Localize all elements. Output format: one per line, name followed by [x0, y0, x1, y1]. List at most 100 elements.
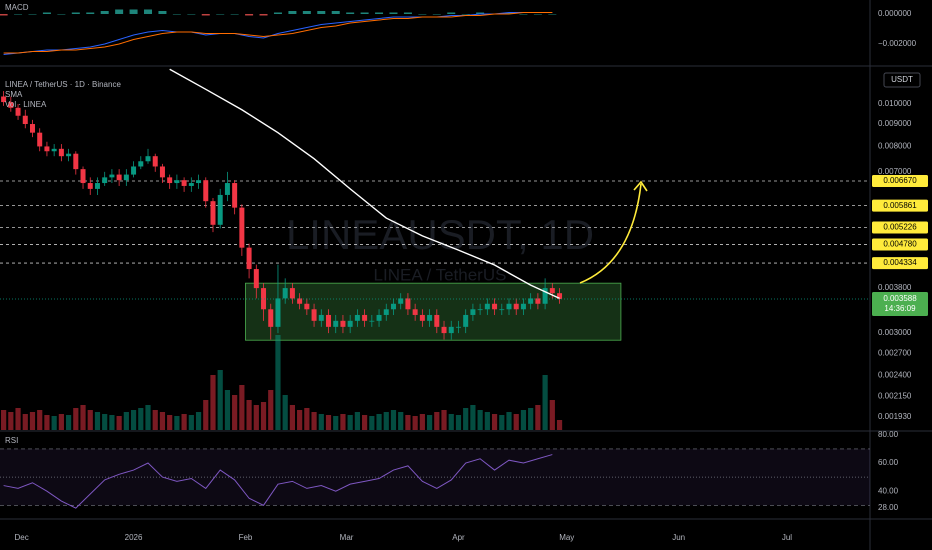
macd-histogram-bar — [28, 13, 37, 15]
volume-bar — [556, 420, 563, 430]
candle-body — [51, 148, 57, 152]
macd-histogram-bar — [375, 12, 384, 14]
macd-histogram-bar — [259, 13, 268, 16]
volume-bar — [398, 412, 404, 430]
volume-bar — [333, 416, 339, 430]
volume-bar — [268, 390, 274, 430]
candle-body — [557, 293, 563, 300]
sma-line — [169, 68, 560, 300]
macd-histogram-bar — [360, 12, 369, 14]
volume-bar — [311, 412, 317, 430]
macd-histogram-bar — [100, 10, 109, 14]
volume-bar — [282, 395, 288, 430]
macd-histogram-bar — [432, 13, 441, 15]
volume-bar — [130, 410, 137, 430]
candle-body — [29, 124, 35, 133]
volume-bar — [275, 335, 281, 430]
candle-body — [441, 326, 447, 334]
y-tick-label: 0.002150 — [878, 392, 912, 401]
volume-bar — [347, 415, 353, 430]
volume-bar — [499, 415, 505, 430]
y-tick-label: 0.000000 — [878, 9, 912, 18]
level-label: 0.004334 — [883, 258, 917, 267]
volume-bar — [434, 412, 440, 430]
volume-bar — [123, 412, 129, 430]
candle-body — [275, 298, 281, 327]
candle-body — [549, 288, 555, 294]
legend-sma: SMA — [5, 90, 23, 99]
macd-histogram-bar — [172, 13, 181, 15]
x-tick-label: Mar — [340, 533, 354, 542]
volume-bar — [463, 408, 469, 430]
candle-body — [477, 309, 483, 311]
candle-body — [448, 326, 454, 334]
macd-histogram-bar — [201, 13, 210, 16]
level-tag — [872, 199, 928, 212]
volume-bar — [174, 416, 180, 430]
candle-body — [1, 96, 7, 103]
candle-body — [232, 183, 238, 208]
volume-bar — [203, 400, 209, 430]
x-tick-label: Apr — [452, 533, 465, 542]
volume-bar — [217, 370, 223, 430]
volume-bar — [448, 414, 454, 430]
volume-bar — [167, 415, 173, 430]
legend-rsi: RSI — [5, 436, 18, 445]
candle-body — [412, 309, 418, 315]
candle-body — [289, 288, 295, 299]
candle-body — [434, 314, 440, 327]
volume-bar — [419, 414, 425, 430]
candle-body — [123, 174, 129, 181]
candle-body — [470, 309, 476, 315]
volume-bar — [210, 375, 216, 430]
macd-histogram-bar — [0, 13, 8, 16]
volume-bar — [22, 414, 28, 430]
volume-bar — [188, 415, 194, 430]
x-tick-label: May — [559, 533, 574, 542]
candle-body — [383, 309, 389, 315]
volume-bar — [15, 408, 21, 430]
macd-histogram-bar — [288, 10, 297, 14]
macd-histogram-bar — [42, 12, 51, 14]
volume-bar — [195, 412, 202, 430]
volume-bar — [477, 410, 483, 430]
candle-body — [484, 303, 490, 310]
macd-histogram-bar — [187, 13, 196, 15]
macd-line — [3, 12, 553, 54]
volume-bar — [8, 412, 14, 430]
volume-bar — [354, 412, 360, 430]
candle-body — [217, 194, 223, 225]
x-tick-label: Feb — [239, 533, 253, 542]
volume-bar — [51, 416, 57, 430]
candle-body — [181, 180, 187, 186]
candle-body — [347, 320, 353, 327]
candle-body — [268, 309, 274, 327]
candle-body — [499, 309, 505, 311]
unit-label[interactable]: USDT — [891, 75, 913, 84]
volume-bar — [390, 410, 397, 430]
candle-body — [203, 180, 209, 202]
volume-bar — [528, 408, 534, 430]
candle-body — [463, 314, 469, 327]
macd-histogram-bar — [418, 13, 427, 15]
y-tick-label: 0.002400 — [878, 371, 912, 380]
candle-body — [304, 303, 310, 310]
y-tick-label: 0.009000 — [878, 119, 912, 128]
y-tick-label: 0.003800 — [878, 283, 912, 292]
level-label: 0.005226 — [883, 223, 917, 232]
macd-histogram-bar — [86, 12, 95, 14]
candle-body — [506, 303, 512, 310]
macd-histogram-bar — [519, 13, 528, 15]
candle-body — [239, 207, 245, 248]
volume-bar — [491, 414, 498, 430]
unit-box[interactable] — [883, 72, 921, 88]
candle-body — [528, 298, 534, 304]
candle-body — [405, 298, 411, 310]
countdown: 14:36:09 — [884, 304, 916, 313]
volume-bar — [159, 412, 166, 430]
volume-bar — [470, 405, 476, 430]
volume-bar — [65, 415, 72, 430]
macd-histogram-bar — [505, 12, 514, 14]
